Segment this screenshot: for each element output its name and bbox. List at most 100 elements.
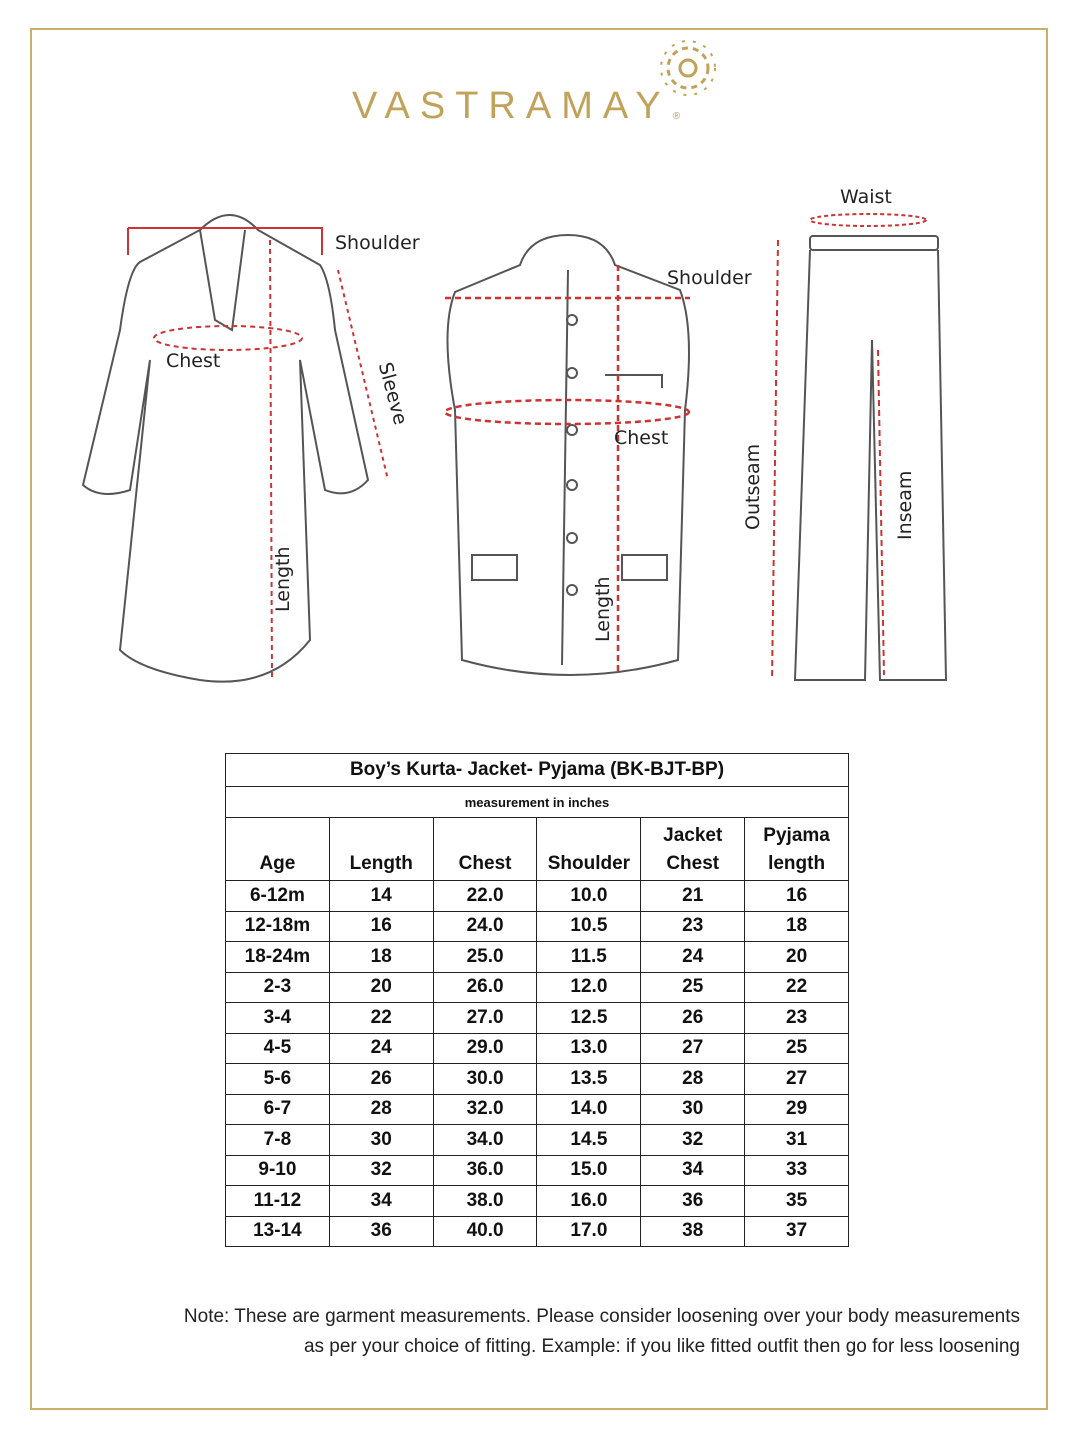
table-cell: 14.0 <box>536 1093 642 1125</box>
table-cell: 25 <box>640 971 746 1003</box>
table-cell: 23 <box>640 910 746 942</box>
pyjama-drawing <box>793 235 948 681</box>
table-cell: 7-8 <box>225 1124 330 1156</box>
column-header: Pyjama length <box>744 817 849 881</box>
table-cell: 18 <box>328 941 434 973</box>
jacket-length-label: Length <box>592 576 614 642</box>
registered-mark: ® <box>672 111 681 122</box>
table-cell: 20 <box>328 971 434 1003</box>
pyjama-waist-label: Waist <box>840 186 892 208</box>
table-cell: 14 <box>328 880 434 912</box>
column-header: Chest <box>432 817 538 881</box>
table-cell: 13.0 <box>536 1032 642 1064</box>
table-cell: 35 <box>744 1185 849 1217</box>
table-cell: 30 <box>640 1093 746 1125</box>
column-header: Jacket Chest <box>640 817 746 881</box>
table-row: 12-18m 16 24.0 10.5 23 18 <box>225 910 849 942</box>
pyjama-inseam-label: Inseam <box>894 470 916 540</box>
table-row: 7-8 30 34.0 14.5 32 31 <box>225 1124 849 1156</box>
table-cell: 24 <box>640 941 746 973</box>
jacket-chest-label: Chest <box>614 427 669 449</box>
table-cell: 12-18m <box>225 910 330 942</box>
table-title: Boy’s Kurta- Jacket- Pyjama (BK-BJT-BP) <box>225 753 849 787</box>
table-cell: 24 <box>328 1032 434 1064</box>
table-cell: 14.5 <box>536 1124 642 1156</box>
brand-logo: VASTRAMAY <box>352 85 671 127</box>
table-cell: 27 <box>744 1063 849 1095</box>
table-cell: 16 <box>744 880 849 912</box>
kurta-chest-label: Chest <box>166 350 221 372</box>
table-cell: 20 <box>744 941 849 973</box>
table-cell: 26.0 <box>432 971 538 1003</box>
jacket-drawing <box>446 233 690 676</box>
table-cell: 32.0 <box>432 1093 538 1125</box>
fitting-note: Note: These are garment measurements. Pl… <box>40 1302 1020 1362</box>
pyjama-outseam-label: Outseam <box>742 443 764 530</box>
jacket-shoulder-label: Shoulder <box>667 267 752 289</box>
table-cell: 10.0 <box>536 880 642 912</box>
table-row: 6-7 28 32.0 14.0 30 29 <box>225 1093 849 1125</box>
table-cell: 33 <box>744 1154 849 1186</box>
table-cell: 25 <box>744 1032 849 1064</box>
table-cell: 16.0 <box>536 1185 642 1217</box>
table-cell: 38.0 <box>432 1185 538 1217</box>
table-row: 2-3 20 26.0 12.0 25 22 <box>225 971 849 1003</box>
table-row: 18-24m 18 25.0 11.5 24 20 <box>225 941 849 973</box>
table-cell: 28 <box>328 1093 434 1125</box>
table-row: 11-12 34 38.0 16.0 36 35 <box>225 1185 849 1217</box>
table-cell: 34 <box>328 1185 434 1217</box>
table-cell: 10.5 <box>536 910 642 942</box>
table-cell: 29.0 <box>432 1032 538 1064</box>
table-cell: 29 <box>744 1093 849 1125</box>
table-cell: 24.0 <box>432 910 538 942</box>
table-cell: 5-6 <box>225 1063 330 1095</box>
table-cell: 11-12 <box>225 1185 330 1217</box>
table-cell: 6-12m <box>225 880 330 912</box>
gold-border <box>30 28 1048 1410</box>
kurta-length-label: Length <box>272 546 294 612</box>
table-cell: 15.0 <box>536 1154 642 1186</box>
table-cell: 3-4 <box>225 1002 330 1034</box>
table-cell: 28 <box>640 1063 746 1095</box>
table-cell: 16 <box>328 910 434 942</box>
note-line-1: Note: These are garment measurements. Pl… <box>183 1306 1020 1327</box>
table-cell: 27 <box>640 1032 746 1064</box>
note-line-2: as per your choice of fitting. Example: … <box>303 1336 1020 1357</box>
table-cell: 30 <box>328 1124 434 1156</box>
table-cell: 22 <box>744 971 849 1003</box>
table-cell: 22.0 <box>432 880 538 912</box>
table-cell: 18-24m <box>225 941 330 973</box>
table-cell: 11.5 <box>536 941 642 973</box>
table-row: 9-10 32 36.0 15.0 34 33 <box>225 1154 849 1186</box>
column-header: Age <box>225 817 330 881</box>
brand-block: VASTRAMAY ® <box>352 84 680 128</box>
garment-diagrams <box>81 213 948 683</box>
table-cell: 36.0 <box>432 1154 538 1186</box>
table-cell: 38 <box>640 1215 746 1247</box>
table-cell: 22 <box>328 1002 434 1034</box>
table-row: 6-12m 14 22.0 10.0 21 16 <box>225 880 849 912</box>
table-cell: 32 <box>640 1124 746 1156</box>
table-cell: 31 <box>744 1124 849 1156</box>
table-cell: 25.0 <box>432 941 538 973</box>
table-cell: 37 <box>744 1215 849 1247</box>
table-cell: 26 <box>328 1063 434 1095</box>
table-row: 3-4 22 27.0 12.5 26 23 <box>225 1002 849 1034</box>
table-cell: 32 <box>328 1154 434 1186</box>
table-cell: 36 <box>328 1215 434 1247</box>
column-header: Shoulder <box>536 817 642 881</box>
table-row: 5-6 26 30.0 13.5 28 27 <box>225 1063 849 1095</box>
table-cell: 4-5 <box>225 1032 330 1064</box>
size-table: Boy’s Kurta- Jacket- Pyjama (BK-BJT-BP) … <box>225 753 849 1247</box>
table-cell: 12.5 <box>536 1002 642 1034</box>
kurta-drawing <box>81 214 370 683</box>
table-cell: 36 <box>640 1185 746 1217</box>
table-cell: 18 <box>744 910 849 942</box>
table-row: 13-14 36 40.0 17.0 38 37 <box>225 1215 849 1247</box>
table-row: 4-5 24 29.0 13.0 27 25 <box>225 1032 849 1064</box>
table-cell: 6-7 <box>225 1093 330 1125</box>
table-subtitle: measurement in inches <box>225 786 849 818</box>
table-cell: 13.5 <box>536 1063 642 1095</box>
table-cell: 12.0 <box>536 971 642 1003</box>
